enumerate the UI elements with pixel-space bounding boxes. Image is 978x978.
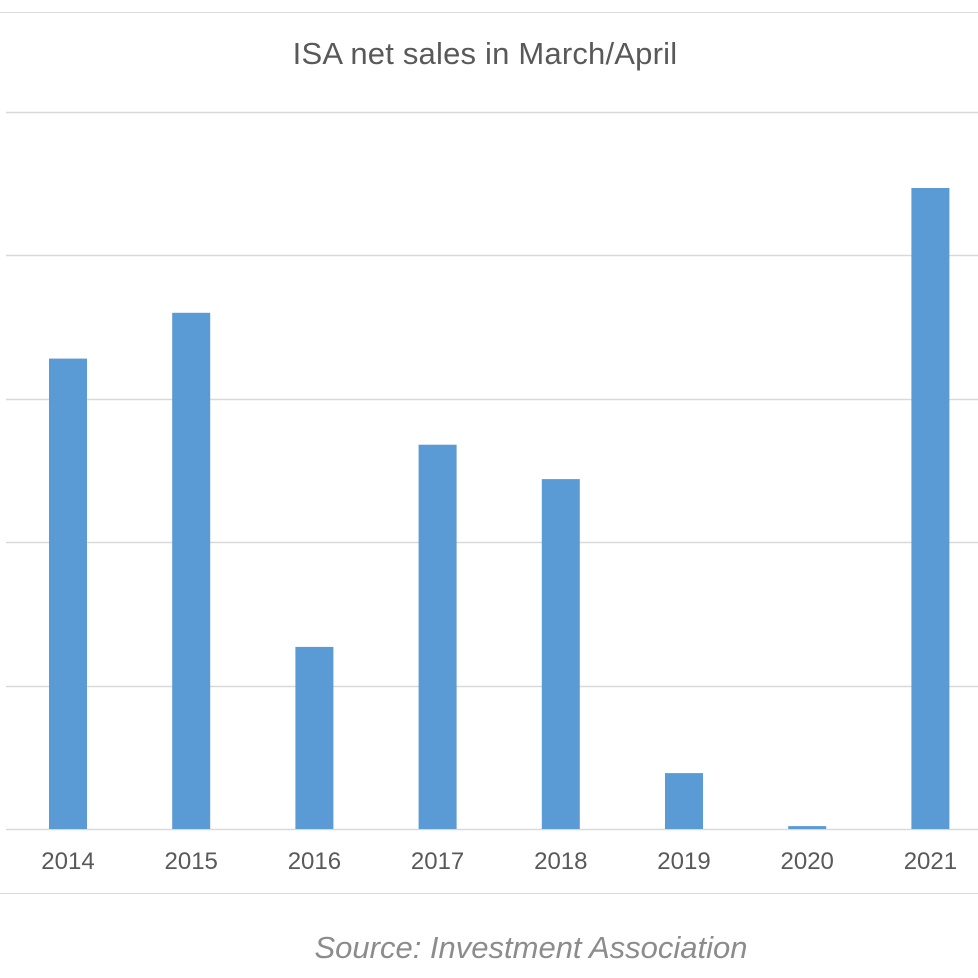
gridlines [6, 111, 978, 831]
bar-2021 [911, 188, 950, 829]
source-note: Source: Investment Association [314, 930, 748, 965]
bar-2014 [49, 358, 87, 829]
x-tick-label-2018: 2018 [534, 848, 587, 875]
chart-title: ISA net sales in March/April [292, 36, 678, 71]
bar-2017 [418, 444, 457, 829]
bottom-divider [0, 893, 978, 894]
bar-2020 [788, 826, 827, 829]
x-tick-label-2019: 2019 [657, 848, 710, 875]
top-divider [0, 12, 978, 13]
bar-2016 [295, 646, 334, 829]
x-tick-label-2021: 2021 [904, 848, 957, 875]
x-tick-label-2016: 2016 [288, 848, 341, 875]
x-tick-label-2020: 2020 [781, 848, 834, 875]
x-axis-tick-labels: 2014 2015 2016 2017 2018 2019 2020 2021 [41, 848, 957, 875]
bar-2015 [172, 312, 211, 829]
bars [49, 188, 950, 829]
x-tick-label-2015: 2015 [165, 848, 218, 875]
x-tick-label-2014: 2014 [41, 848, 94, 875]
bar-2019 [665, 773, 703, 829]
x-tick-label-2017: 2017 [411, 848, 464, 875]
bar-2018 [541, 479, 580, 829]
